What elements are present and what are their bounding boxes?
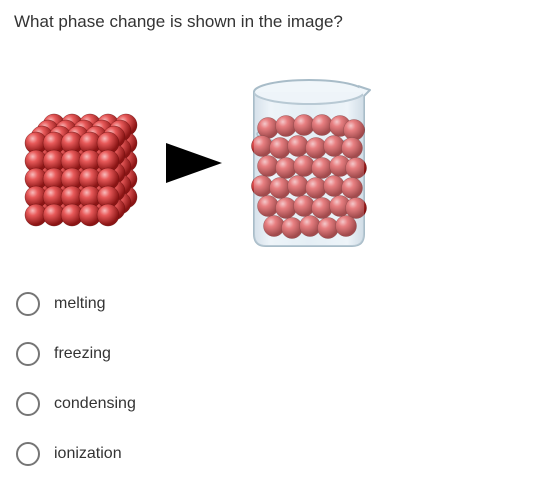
radio-icon: [16, 342, 40, 366]
arrow-icon: [164, 139, 226, 187]
option-ionization[interactable]: ionization: [16, 442, 521, 466]
liquid-state: [240, 74, 378, 252]
option-label: melting: [54, 295, 106, 313]
option-label: freezing: [54, 345, 111, 363]
option-label: ionization: [54, 445, 122, 463]
option-condensing[interactable]: condensing: [16, 392, 521, 416]
options-group: melting freezing condensing ionization: [16, 292, 521, 466]
radio-icon: [16, 392, 40, 416]
phase-diagram: [18, 74, 521, 252]
option-melting[interactable]: melting: [16, 292, 521, 316]
question-text: What phase change is shown in the image?: [14, 12, 521, 32]
radio-icon: [16, 292, 40, 316]
option-label: condensing: [54, 395, 136, 413]
solid-state: [18, 97, 150, 229]
option-freezing[interactable]: freezing: [16, 342, 521, 366]
radio-icon: [16, 442, 40, 466]
